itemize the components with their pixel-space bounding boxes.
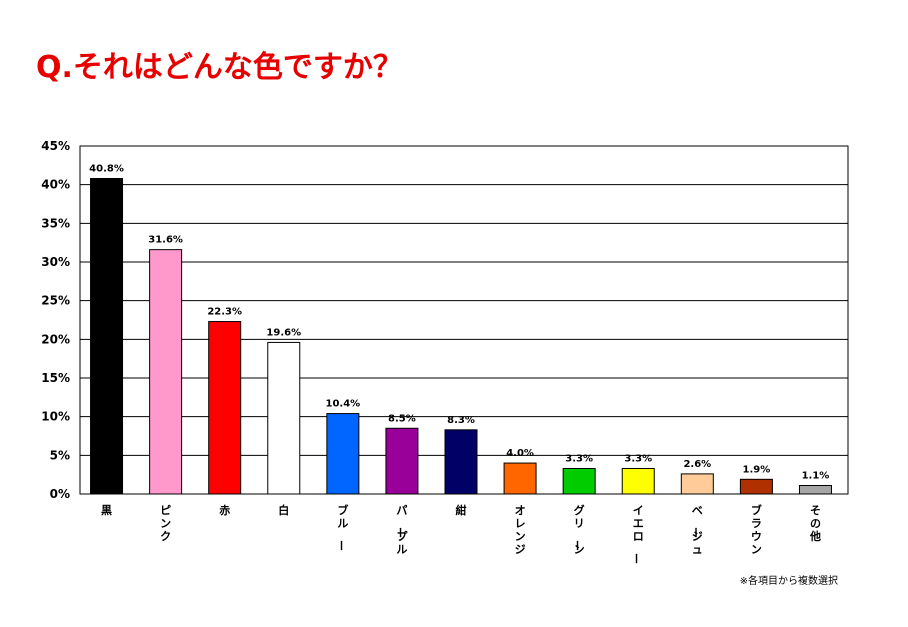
bar-12 — [798, 484, 832, 495]
x-tick-label: オレンジ — [515, 504, 526, 556]
x-tick-label: ベージュ — [689, 504, 703, 556]
x-tick-label: パープル — [393, 504, 408, 556]
data-label: 3.3% — [565, 453, 593, 464]
y-axis-tick-labels: 0% 5% 10% 15% 20% 25% 30% 35% 40% 45% — [41, 139, 70, 501]
x-tick-label: 黒 — [101, 504, 112, 517]
y-tick-label: 30% — [41, 255, 70, 269]
bar-2 — [208, 321, 242, 495]
y-tick-label: 20% — [41, 332, 70, 346]
data-label: 40.8% — [89, 163, 124, 174]
x-tick-label: その他 — [809, 504, 821, 543]
x-tick-label: グリーン — [571, 503, 585, 556]
x-tick-label: 赤 — [219, 503, 230, 517]
data-label: 8.3% — [447, 415, 475, 426]
y-tick-label: 0% — [50, 487, 70, 501]
data-label: 8.5% — [388, 413, 416, 424]
y-tick-label: 25% — [41, 294, 70, 308]
bar-0 — [90, 177, 124, 495]
x-tick-label: 白 — [278, 503, 289, 517]
x-tick-label: ブルー — [334, 503, 348, 551]
y-tick-label: 35% — [41, 216, 70, 230]
plot-frame — [79, 145, 849, 495]
x-axis-category-labels: 黒 ピンク 赤 白 ブルー パープル 紺 オレンジ グリーン イエロー ベージュ ブラウン その他 — [101, 503, 821, 564]
bars — [90, 177, 832, 495]
footnote: ※各項目から複数選択 — [739, 576, 838, 587]
bar-3 — [267, 341, 301, 495]
data-label: 3.3% — [624, 453, 652, 464]
bar-1 — [149, 249, 183, 495]
y-tick-label: 15% — [41, 371, 70, 385]
bar-5 — [385, 427, 419, 495]
y-tick-label: 40% — [41, 178, 70, 192]
y-tick-label: 45% — [41, 139, 70, 153]
bar-10 — [680, 473, 714, 495]
x-tick-label: イエロー — [630, 504, 644, 564]
data-label: 10.4% — [325, 399, 360, 410]
bar-4 — [326, 413, 360, 495]
data-label: 4.0% — [506, 448, 534, 459]
chart-title: Q.それはどんな色ですか？ — [36, 50, 403, 85]
x-tick-label: 紺 — [456, 503, 467, 517]
bar-11 — [739, 478, 773, 495]
data-labels: 40.8% 31.6% 22.3% 19.6% 10.4% 8.5% 8.3% 4.0% 3.3… — [89, 163, 829, 481]
data-label: 1.1% — [802, 470, 830, 481]
bar-6 — [444, 429, 478, 495]
data-label: 2.6% — [683, 459, 711, 470]
y-tick-label: 5% — [50, 448, 70, 462]
data-label: 22.3% — [207, 307, 242, 318]
x-tick-label: ブラウン — [751, 503, 762, 556]
data-label: 31.6% — [148, 235, 183, 246]
y-tick-label: 10% — [41, 410, 70, 424]
data-label: 19.6% — [266, 327, 301, 338]
x-tick-label: ピンク — [160, 504, 171, 543]
bar-8 — [562, 467, 596, 495]
bar-9 — [621, 467, 655, 495]
data-label: 1.9% — [743, 464, 771, 475]
bar-7 — [503, 462, 537, 495]
